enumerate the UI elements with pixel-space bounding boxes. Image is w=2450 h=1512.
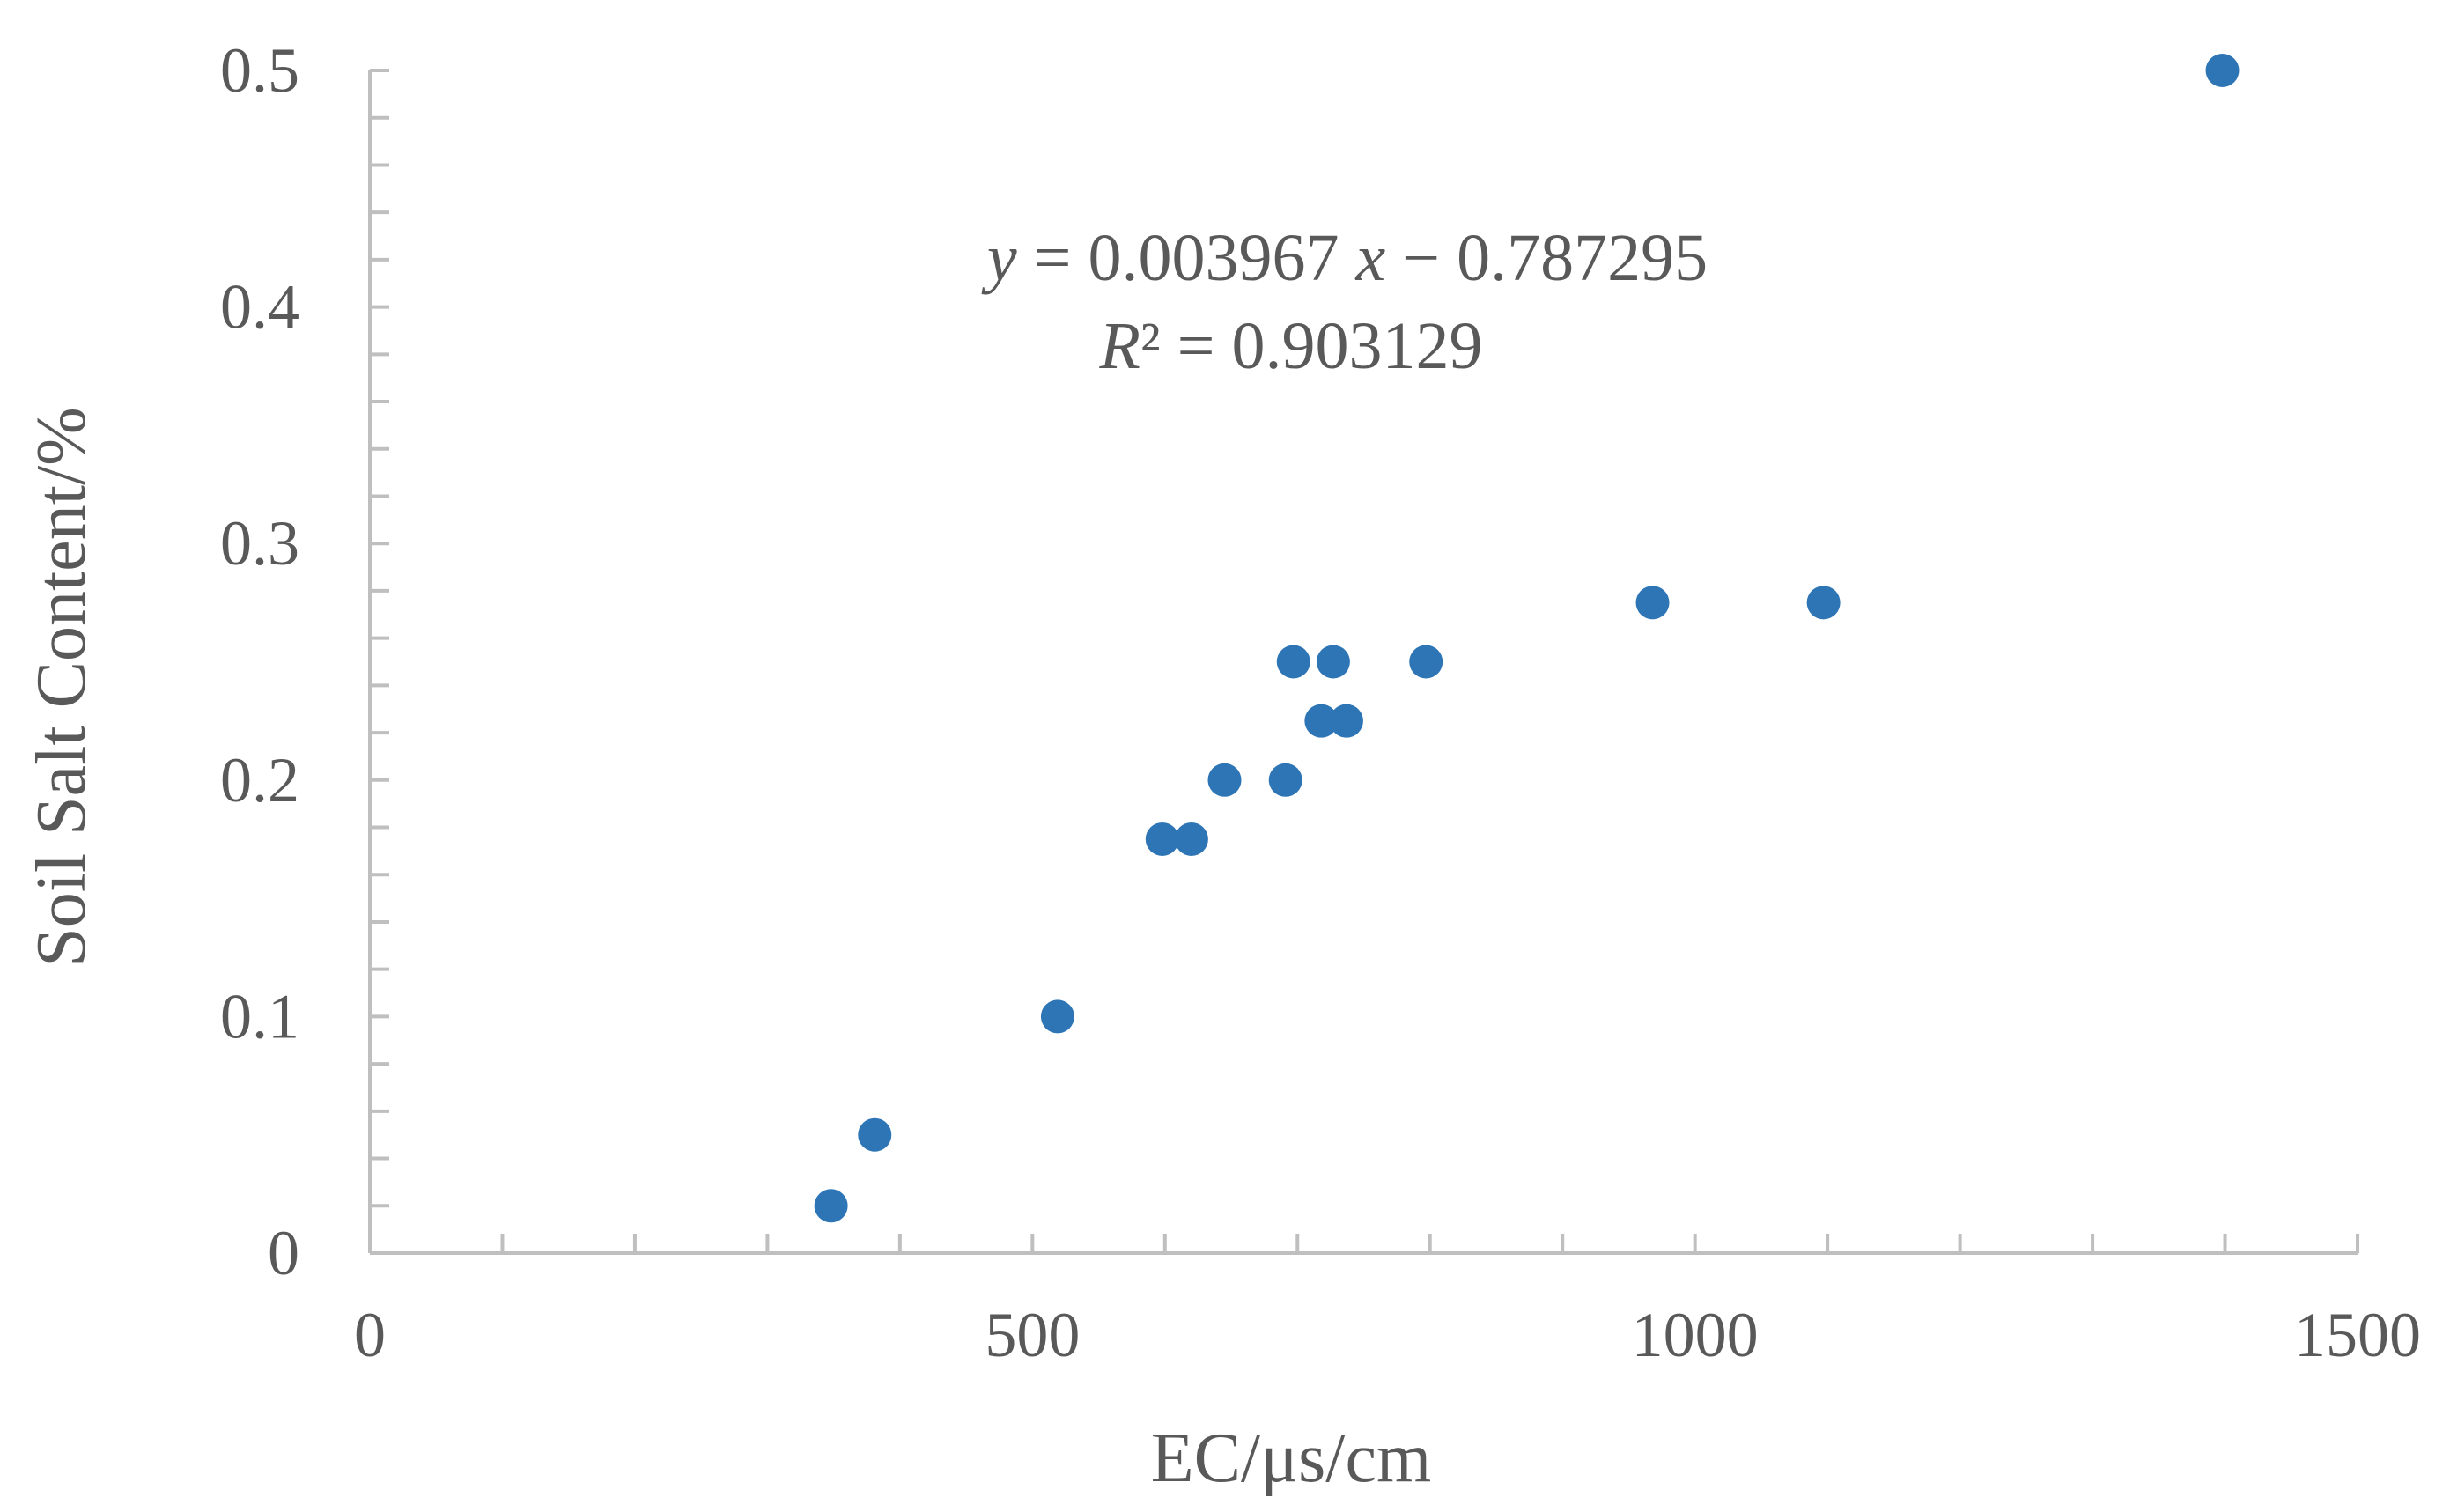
y-tick-label: 0.5: [220, 35, 299, 106]
equation-intercept-text: − 0.787295: [1385, 221, 1708, 295]
equation-y-symbol: y: [981, 221, 1017, 295]
data-point: [1040, 999, 1074, 1034]
r-squared-label: R² = 0.903129: [1098, 309, 1482, 383]
data-point: [1329, 704, 1363, 738]
x-tick-label: 0: [354, 1300, 386, 1370]
equation-slope-text: = 0.003967: [1017, 221, 1356, 295]
r-squared-symbol: R: [1098, 309, 1140, 383]
y-tick-label: 0.2: [220, 745, 299, 815]
data-point: [1145, 822, 1179, 856]
equation-x-symbol: x: [1355, 221, 1386, 295]
data-point: [2205, 54, 2240, 87]
x-tick-label: 1000: [1632, 1300, 1759, 1370]
data-point: [1174, 822, 1208, 856]
y-minor-ticks: [370, 69, 389, 1208]
r-squared-value: ² = 0.903129: [1140, 309, 1483, 383]
y-tick-labels: 0 0.1 0.2 0.3 0.4 0.5: [220, 35, 299, 1288]
data-point: [1268, 763, 1302, 797]
y-tick-label: 0: [268, 1218, 299, 1288]
x-axis-title: EC/μs/cm: [1151, 1420, 1431, 1497]
data-point: [814, 1189, 848, 1223]
x-minor-ticks: [500, 1234, 2359, 1253]
data-point: [1806, 586, 1841, 620]
data-point: [1207, 763, 1242, 797]
y-tick-label: 0.4: [220, 272, 299, 343]
data-point: [858, 1117, 892, 1152]
data-point: [1316, 645, 1350, 679]
data-point: [1409, 645, 1443, 679]
data-point: [1276, 645, 1310, 679]
x-tick-labels: 0 500 1000 1500: [354, 1300, 2421, 1370]
data-point: [1635, 586, 1670, 620]
y-tick-label: 0.1: [220, 981, 299, 1051]
data-point: [1304, 704, 1339, 738]
data-points: [814, 54, 2240, 1223]
x-tick-label: 1500: [2294, 1300, 2421, 1370]
y-tick-label: 0.3: [220, 508, 299, 579]
trendline-equation: y = 0.003967 x − 0.787295: [981, 221, 1708, 295]
x-tick-label: 500: [985, 1300, 1080, 1370]
y-axis-title: Soil Salt Content/%: [23, 407, 100, 967]
